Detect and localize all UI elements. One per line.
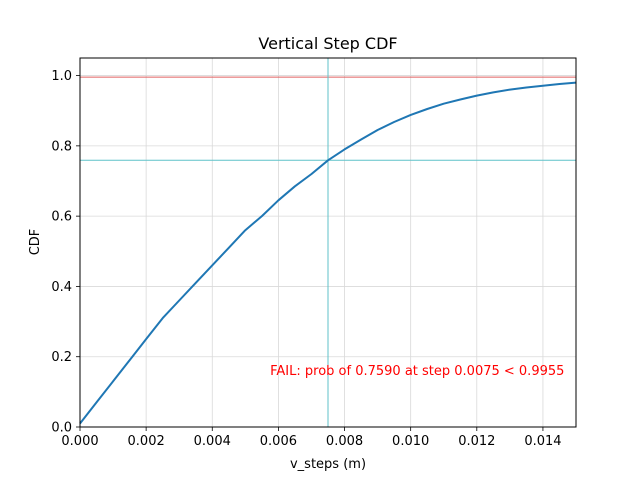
y-axis-ticks: 0.0 0.2 0.4 0.6 0.8 1.0 <box>51 69 80 436</box>
x-axis-label: v_steps (m) <box>290 457 366 472</box>
x-tick-label: 0.010 <box>392 434 429 449</box>
x-tick-label: 0.008 <box>326 434 363 449</box>
chart-title: Vertical Step CDF <box>258 34 397 53</box>
y-tick-label: 0.2 <box>51 350 72 365</box>
cdf-series-line <box>79 81 577 425</box>
y-tick-label: 0.4 <box>51 280 72 295</box>
y-tick-label: 0.6 <box>51 210 72 225</box>
plot-frame <box>79 57 577 428</box>
x-axis-ticks: 0.000 0.002 0.004 0.006 0.008 0.010 0.012 0.014 <box>61 427 562 449</box>
y-tick-label: 1.0 <box>51 69 72 84</box>
y-tick-label: 0.8 <box>51 139 72 154</box>
x-tick-label: 0.014 <box>524 434 561 449</box>
x-tick-label: 0.000 <box>61 434 98 449</box>
x-tick-label: 0.006 <box>260 434 297 449</box>
y-tick-label: 0.0 <box>51 421 72 436</box>
series-layer <box>79 81 577 425</box>
x-tick-label: 0.012 <box>458 434 495 449</box>
fail-annotation: FAIL: prob of 0.7590 at step 0.0075 < 0.… <box>270 364 564 379</box>
x-tick-label: 0.002 <box>128 434 165 449</box>
y-axis-label: CDF <box>28 229 43 256</box>
x-tick-label: 0.004 <box>194 434 231 449</box>
